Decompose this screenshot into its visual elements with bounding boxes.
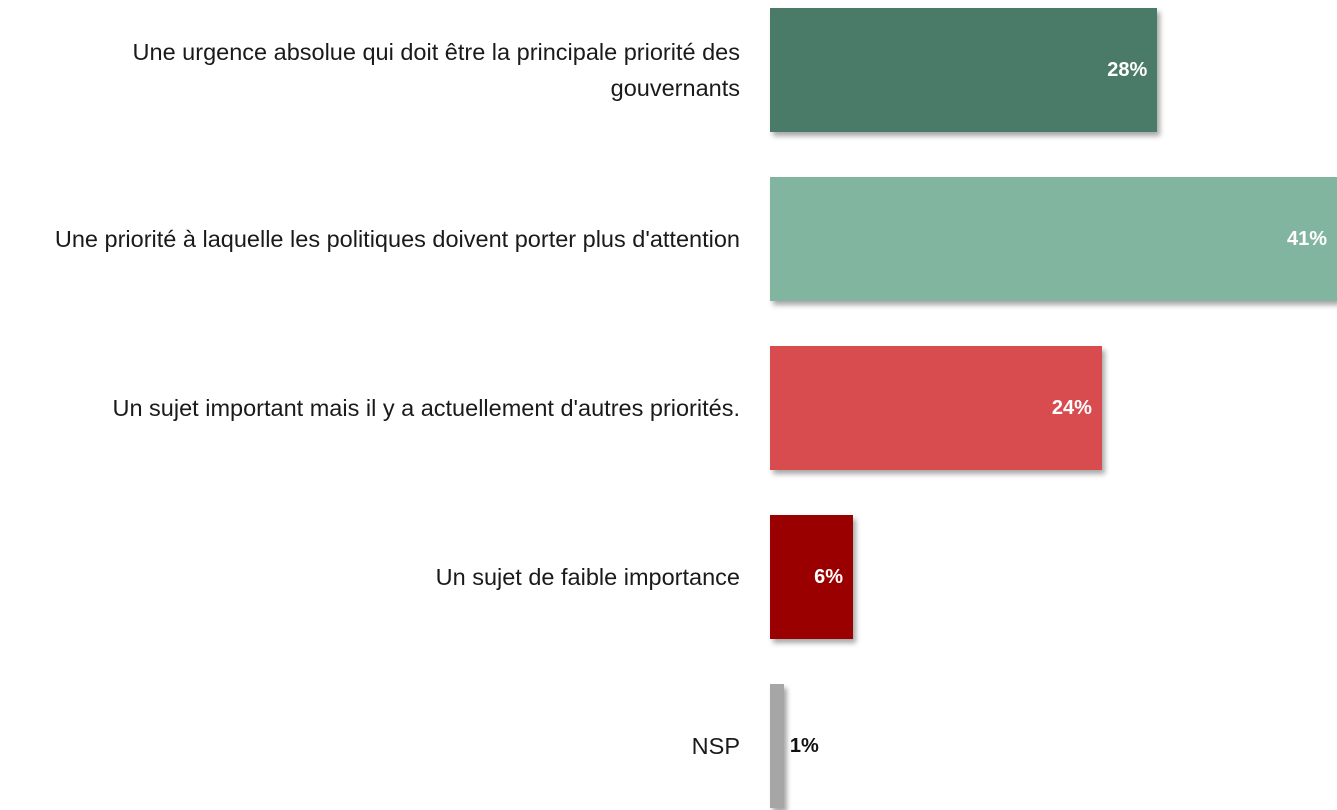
- bar: [770, 515, 853, 639]
- category-label: Une urgence absolue qui doit être la pri…: [132, 39, 740, 101]
- bar: [770, 8, 1158, 132]
- value-label: 6%: [814, 566, 843, 588]
- value-label: 28%: [1107, 59, 1148, 81]
- category-label: Une priorité à laquelle les politiques d…: [54, 226, 740, 252]
- category-label: NSP: [691, 733, 740, 759]
- category-label: Un sujet de faible importance: [435, 564, 740, 590]
- bar: [770, 346, 1102, 470]
- value-label: 41%: [1286, 228, 1327, 250]
- bar: [770, 684, 784, 808]
- value-label: 24%: [1051, 397, 1092, 419]
- category-label: Un sujet important mais il y a actuellem…: [112, 395, 740, 421]
- value-label: 1%: [789, 735, 819, 757]
- bar: [770, 177, 1337, 301]
